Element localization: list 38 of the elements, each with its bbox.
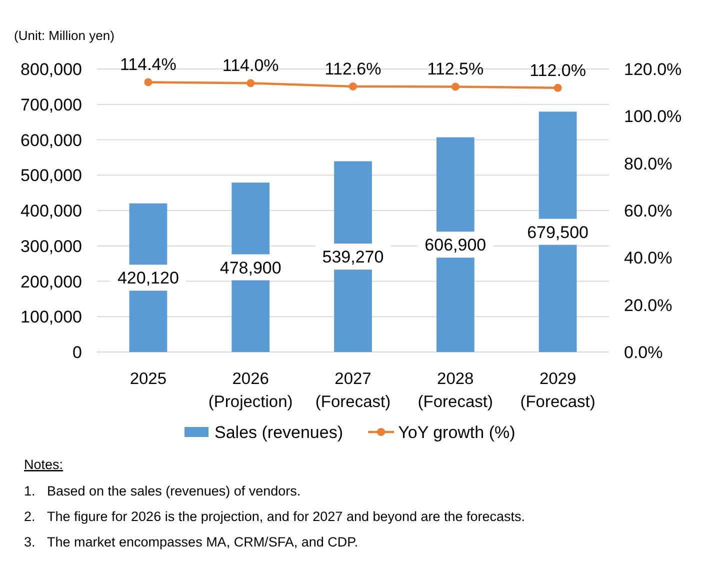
y-tick-label: 800,000 [20,60,82,79]
y-axis-title: (Unit: Million yen) [14,28,114,43]
y-tick-label: 600,000 [20,130,82,150]
data-label: 539,270 [322,248,384,267]
text: 1. Based on the sales (revenues) of vendors. [24,484,301,498]
y-tick-label: 300,000 [20,236,82,256]
legend-label: Sales (revenues) [214,423,344,442]
y-tick-label: 700,000 [20,95,82,114]
text: 2. The figure for 2026 is the projection, and for 2027 and beyond are the forecasts. [24,509,526,524]
y-tick-label: 100,000 [20,308,82,327]
y-tick-label: 400,000 [20,202,82,220]
x-tick-label: 2029 (Forecast) [520,370,596,411]
x-tick-label: 2026 (Projection) [208,370,293,411]
x-tick-label: 2027 (Forecast) [315,370,391,411]
y2-tick-label: 100.0% [624,107,682,126]
y-tick-label: 500,000 [20,166,82,186]
data-label: 478,900 [220,258,282,278]
x-tick-label: 2025 [130,370,167,388]
y2-tick-label: 0.0% [624,343,663,362]
data-label: 114.0% [222,56,279,76]
data-label: 679,500 [527,222,589,242]
y-tick-label: 200,000 [20,272,82,292]
text: 3. The market encompasses MA, CRM/SFA, and CDP. [24,534,358,550]
legend-label: YoY growth (%) [398,423,516,442]
y-tick-label: 0 [72,343,82,362]
data-label: 112.0% [530,60,586,80]
data-label: 112.5% [427,60,484,79]
y2-tick-label: 80.0% [624,154,672,174]
text: Notes: [24,457,64,472]
y2-tick-label: 40.0% [624,248,672,268]
y2-tick-label: 60.0% [624,202,672,220]
data-label: 112.6% [324,59,382,78]
data-label: 420,120 [117,268,179,288]
y2-tick-label: 120.0% [624,60,682,79]
y2-tick-label: 20.0% [624,296,672,315]
data-label: 606,900 [424,236,486,255]
x-tick-label: 2028 (Forecast) [418,370,493,411]
data-label: 114.4% [120,55,176,74]
